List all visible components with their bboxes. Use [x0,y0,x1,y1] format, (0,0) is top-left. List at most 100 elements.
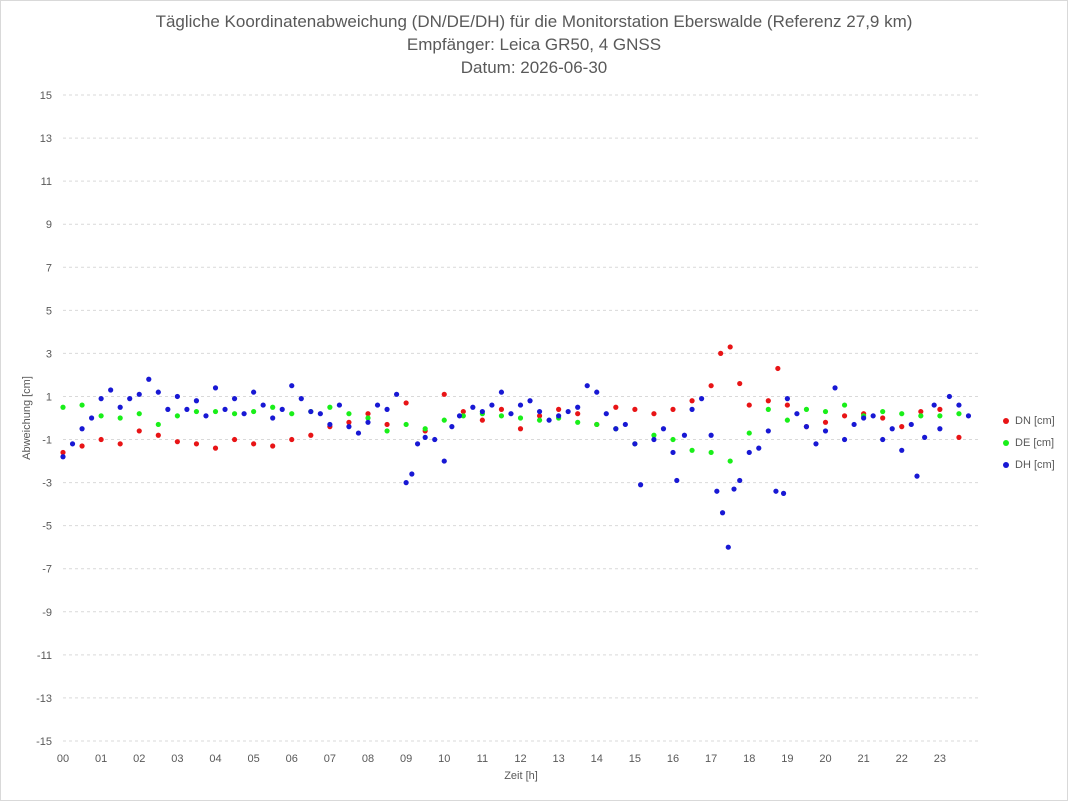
data-point-de [765,406,771,412]
data-point-dh [456,413,463,419]
x-tick-label: 19 [781,753,793,765]
y-tick-label: 9 [46,219,52,231]
data-point-dn [498,406,505,412]
y-tick-label: 11 [41,176,52,188]
data-point-dn [212,445,219,451]
data-point-dh [432,436,438,443]
data-point-dn [822,419,829,425]
data-point-dh [346,424,352,430]
legend-item-de[interactable]: DE [cm] [1003,432,1055,454]
x-tick-label: 05 [248,753,260,765]
y-tick-label: 3 [46,348,52,360]
x-tick-label: 02 [133,753,145,765]
data-point-dh [889,426,895,432]
data-point-de [231,411,238,417]
data-point-dh [409,471,415,477]
y-tick-label: 5 [46,305,52,317]
data-point-dn [737,380,743,387]
data-point-de [212,408,219,415]
data-point-dh [184,406,190,412]
x-tick-label: 13 [553,753,565,765]
data-point-dh [899,447,905,453]
data-point-dn [575,411,581,417]
data-point-dn [765,398,771,404]
data-point-dh [780,490,787,496]
data-point-dn [231,436,238,443]
data-point-dh [841,436,848,443]
data-point-dn [517,426,524,432]
y-tick-label: -5 [42,521,52,533]
data-point-dn [346,419,352,425]
data-point-dh [241,411,247,417]
data-point-de [651,432,657,438]
data-point-dh [327,421,333,428]
data-point-dn [670,406,676,412]
data-point-dh [384,406,390,412]
data-point-dh [251,389,257,395]
data-point-dh [870,413,876,419]
legend-item-dh[interactable]: DH [cm] [1003,454,1055,476]
x-tick-label: 10 [438,753,450,765]
y-tick-label: 13 [40,133,52,145]
data-point-dh [737,477,743,484]
data-point-dh [731,486,737,492]
data-point-dh [527,398,533,404]
data-points [60,344,972,550]
x-tick-label: 15 [629,753,641,765]
data-point-dh [336,402,343,408]
data-point-de [365,415,371,421]
data-point-dh [708,432,714,438]
legend: DN [cm] DE [cm] DH [cm] [1003,410,1055,476]
y-tick-labels: 15 13 11 9 7 5 3 1 -1 -3 -5 -7 -9 -11 -13 -15 [36,90,52,748]
y-tick-label: -13 [36,693,52,705]
data-point-dh [946,393,953,400]
data-point-dn [918,408,924,415]
y-tick-label: -15 [36,736,52,748]
legend-item-dn[interactable]: DN [cm] [1003,410,1055,432]
data-point-de [841,402,848,408]
data-point-dn [60,449,66,456]
data-point-de [251,408,257,415]
data-point-dh [861,415,867,421]
data-point-dh [127,396,133,402]
data-point-dh [956,402,962,408]
data-point-dh [746,449,752,456]
x-tick-label: 22 [896,753,908,765]
data-point-dn [718,350,724,356]
x-tick-label: 08 [362,753,374,765]
data-point-dh [517,402,524,408]
x-tick-label: 21 [858,753,870,765]
y-tick-label: 1 [46,391,52,403]
data-point-dn [251,441,257,447]
data-point-de [441,417,447,423]
data-point-dn [479,417,485,423]
data-point-dh [441,458,447,464]
data-point-de [517,415,524,421]
data-point-dh [908,421,914,428]
data-point-dh [803,424,810,430]
data-point-dh [674,477,680,484]
data-point-de [155,421,161,428]
legend-marker-dh [1003,462,1009,468]
data-point-dh [794,411,800,417]
data-point-dh [508,411,514,417]
data-point-dh [155,389,161,395]
data-point-dh [355,430,362,436]
data-point-dn [174,439,180,445]
data-point-de [117,415,123,421]
data-point-dn [841,413,848,419]
data-point-dh [88,415,95,421]
legend-marker-dn [1003,418,1009,424]
data-point-dh [174,393,180,400]
data-point-dn [155,432,161,438]
data-point-dh [575,404,581,410]
data-point-dn [308,432,314,438]
data-point-dh [231,396,238,402]
data-point-de [60,404,66,410]
data-point-dh [60,454,66,460]
data-point-de [136,411,142,417]
data-point-de [899,411,905,417]
data-point-dh [784,396,790,402]
data-point-dh [622,421,628,428]
